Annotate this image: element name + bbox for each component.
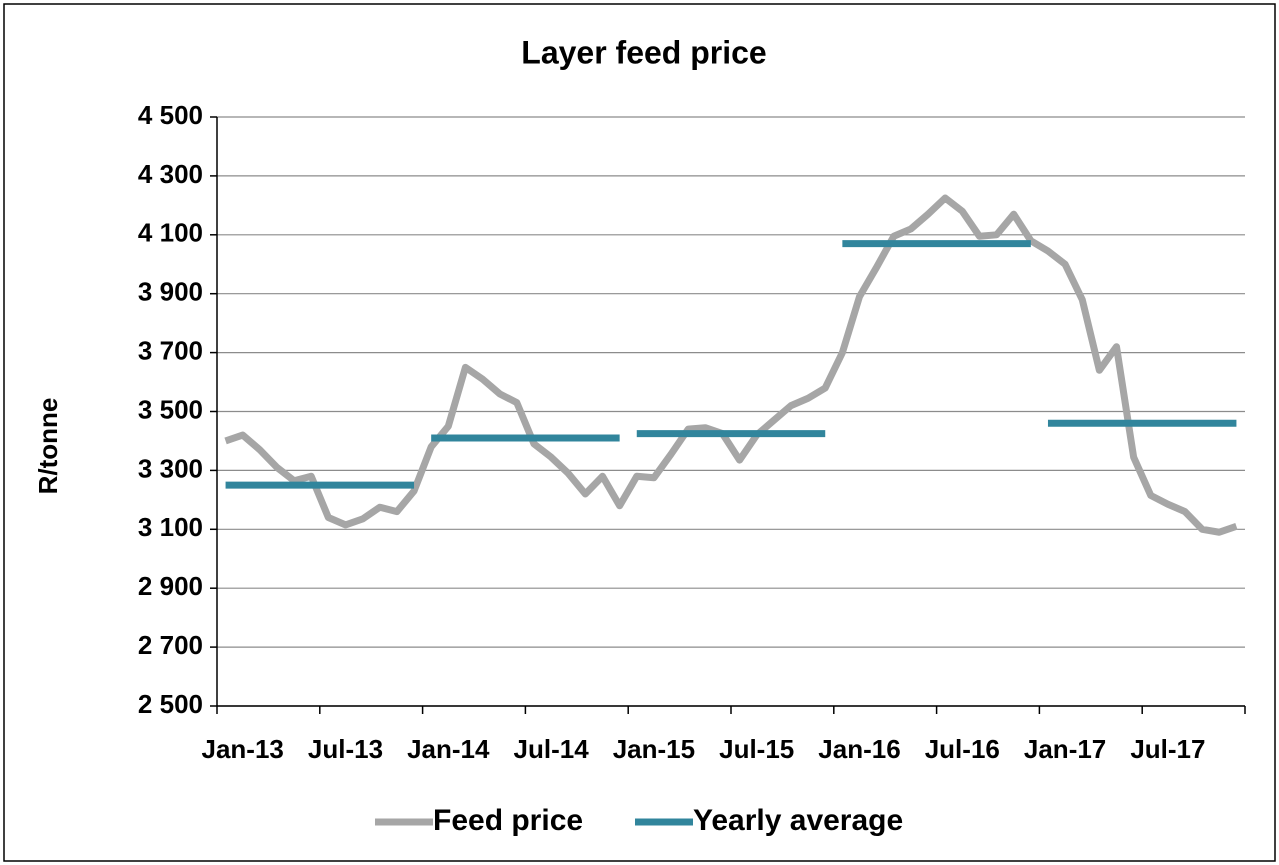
y-axis-label: R/tonne (33, 398, 63, 495)
y-tick-label: 3 700 (138, 335, 203, 365)
legend-label: Yearly average (693, 804, 903, 837)
price-line (224, 194, 1238, 536)
y-tick-label: 2 900 (138, 571, 203, 601)
y-tick-label: 2 700 (138, 630, 203, 660)
x-tick-label: Jan-15 (613, 734, 695, 764)
y-tick-label: 2 500 (138, 689, 203, 719)
x-tick-label: Jan-13 (202, 734, 284, 764)
x-tick-label: Jan-16 (818, 734, 900, 764)
x-tick-label: Jul-13 (308, 734, 383, 764)
y-tick-label: 4 300 (138, 159, 203, 189)
y-tick-label: 4 100 (138, 218, 203, 248)
x-tick-label: Jan-14 (407, 734, 490, 764)
x-tick-label: Jul-15 (719, 734, 794, 764)
x-tick-label: Jul-16 (925, 734, 1000, 764)
x-tick-label: Jul-14 (514, 734, 590, 764)
y-tick-label: 3 300 (138, 453, 203, 483)
y-tick-label: 3 900 (138, 277, 203, 307)
x-tick-label: Jul-17 (1130, 734, 1205, 764)
y-tick-label: 3 100 (138, 512, 203, 542)
chart-title: Layer feed price (521, 34, 766, 70)
legend-label: Feed price (433, 804, 583, 837)
y-tick-label: 4 500 (138, 100, 203, 130)
y-tick-label: 3 500 (138, 394, 203, 424)
x-tick-label: Jan-17 (1024, 734, 1106, 764)
